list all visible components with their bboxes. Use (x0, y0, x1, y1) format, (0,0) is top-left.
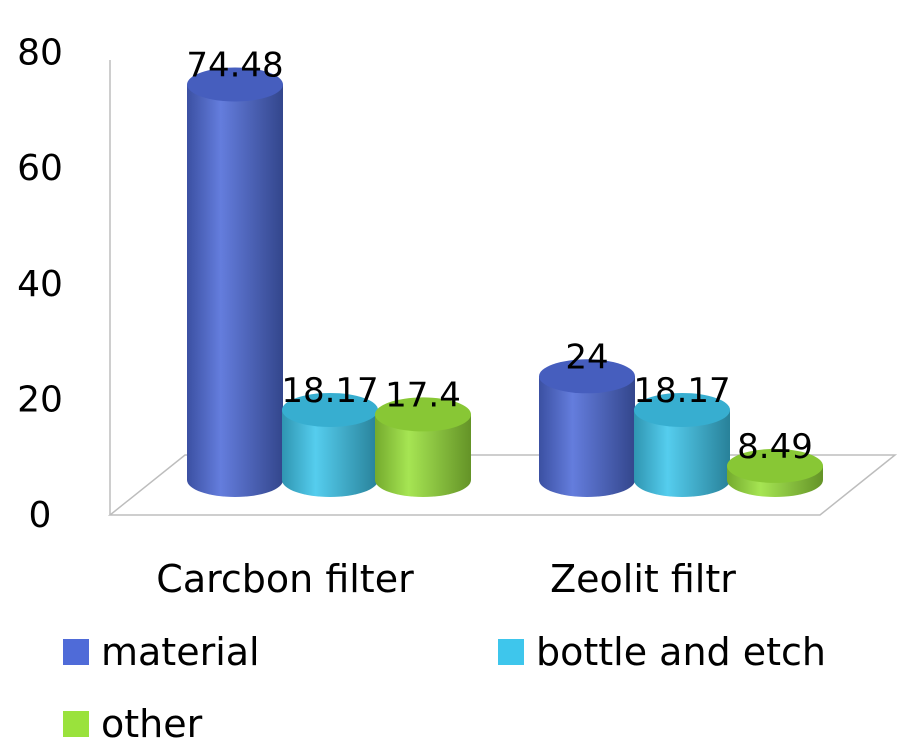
legend: material bottle and etch other (63, 630, 826, 746)
data-label: 8.49 (737, 427, 813, 467)
data-label: 17.4 (385, 375, 461, 415)
bar-bottle-and-etch-2 (634, 392, 730, 497)
bars (187, 67, 823, 497)
bar-top (727, 448, 823, 483)
y-tick-label: 80 (17, 33, 63, 74)
bar-other-2 (727, 448, 823, 497)
bar-body (187, 84, 283, 497)
bar-top (634, 392, 730, 427)
y-tick-label: 20 (17, 379, 63, 420)
bar-bottle-and-etch-1 (282, 392, 378, 497)
legend-swatch (498, 639, 524, 665)
bar-material-2 (539, 359, 635, 497)
bar-material-1 (187, 67, 283, 497)
legend-label: bottle and etch (536, 630, 826, 674)
category-label: Carcbon filter (156, 557, 414, 601)
bar-body (634, 409, 730, 497)
bar-top (375, 397, 471, 432)
legend-swatch (63, 639, 89, 665)
legend-item-other: other (63, 702, 203, 746)
legend-label: other (101, 702, 203, 746)
bar-other-1 (375, 397, 471, 497)
category-labels: Carcbon filter Zeolit filtr (156, 557, 736, 601)
category-label: Zeolit filtr (550, 557, 736, 601)
y-tick-label: 40 (17, 264, 63, 305)
bar-top (282, 392, 378, 427)
data-label: 18.17 (281, 371, 378, 411)
y-axis-ticks: 0 20 40 60 80 (17, 33, 63, 536)
chart-floor (107, 60, 898, 516)
legend-label: material (101, 630, 260, 674)
bar-body (282, 409, 378, 497)
bar-top (187, 67, 283, 102)
y-tick-label: 60 (17, 148, 63, 189)
bar-top (539, 359, 635, 394)
legend-item-material: material (63, 630, 260, 674)
legend-item-bottle-and-etch: bottle and etch (498, 630, 826, 674)
bar-body (375, 414, 471, 497)
data-label: 74.48 (186, 46, 283, 86)
legend-swatch (63, 711, 89, 737)
data-label: 18.17 (633, 371, 730, 411)
bar-body (539, 376, 635, 497)
floor-plane (107, 454, 898, 516)
y-tick-label: 0 (29, 495, 52, 536)
data-label: 24 (565, 337, 608, 377)
